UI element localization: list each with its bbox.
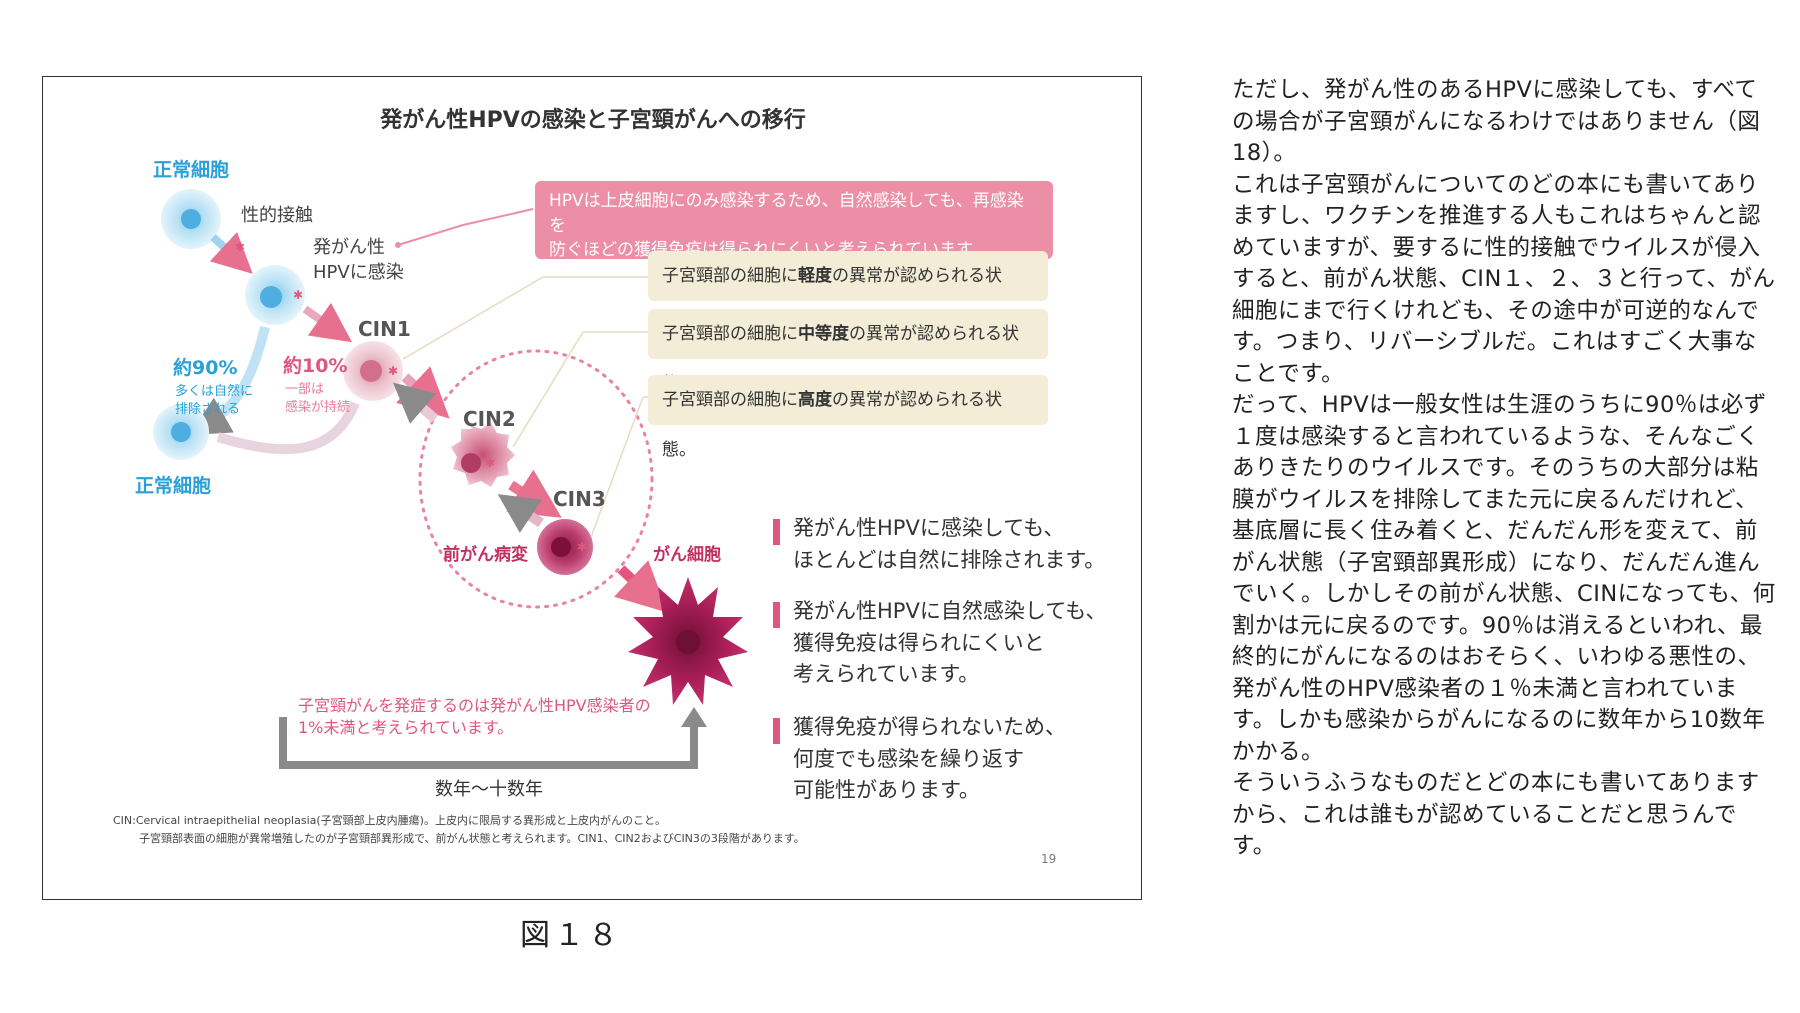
label-pct90-note-2: 排除される [175,402,241,417]
beige-box-cin2-bold: 中等度 [798,324,849,344]
beige-box-cin1-text-1: 子宮頸部の細胞に [662,266,798,286]
label-cancer-cell: がん細胞 [653,545,721,565]
label-pct10: 約10% [283,355,348,377]
beige-box-cin1-bold: 軽度 [798,266,832,286]
page-number: 19 [1041,852,1057,866]
label-pct10-note-1: 一部は [285,382,325,397]
beige-box-cin2-text-1: 子宮頸部の細胞に [662,324,798,344]
article-text: ただし、発がん性のあるHPVに感染しても、すべての場合が子宮頸がんになるわけでは… [1232,75,1777,863]
arrow-sexual-contact [209,232,253,274]
beige-box-cin3: 子宮頸部の細胞に高度の異常が認められる状態。 [648,375,1048,460]
pink-info-line-1: HPVは上皮細胞にのみ感染するため、自然感染しても、再感染を [549,191,1024,236]
label-infected-2: HPVに感染 [313,262,404,283]
bullet-2: 発がん性HPVに自然感染しても、 獲得免疫は得られにくいと 考えられています。 [773,596,1107,691]
label-sexual-contact: 性的接触 [241,205,313,226]
beige-box-cin1: 子宮頸部の細胞に軽度の異常が認められる状態。 [648,251,1048,336]
beige-box-cin2: 子宮頸部の細胞に中等度の異常が認められる状態。 [648,309,1048,394]
bullet-2-line-3: 考えられています。 [793,662,980,686]
pink-info-box: HPVは上皮細胞にのみ感染するため、自然感染しても、再感染を 防ぐほどの獲得免疫… [535,181,1053,260]
label-pct10-note-2: 感染が持続 [285,400,351,415]
label-cin2: CIN2 [463,407,516,431]
svg-text:✱: ✱ [485,456,495,470]
precancer-oval [418,349,654,609]
figure-caption: 図１８ [520,918,622,953]
diagram-graphics: ✱ ✱ ✱ ✱ [153,189,748,769]
return-arrow-infected [189,325,270,435]
label-cin1: CIN1 [358,317,411,341]
bullet-3-line-2: 何度でも感染を繰り返す [793,746,1024,771]
connector-pink-box [397,208,534,246]
svg-text:✱: ✱ [293,288,303,302]
label-pct90: 約90% [173,357,238,379]
bullet-3-line-1: 獲得免疫が得られないため、 [793,715,1066,739]
svg-text:✱: ✱ [235,240,245,254]
bullet-1-line-1: 発がん性HPVに感染しても、 [793,516,1065,540]
bullet-1-line-2: ほとんどは自然に排除されます。 [793,547,1106,572]
beige-box-cin3-text-2: の異常が認められる状態。 [662,390,1002,460]
label-normal-cell-bottom: 正常細胞 [135,475,212,497]
cin2-cell [451,423,515,487]
return-arrow-cin1 [216,401,360,455]
article-paragraph-1: ただし、発がん性のあるHPVに感染しても、すべての場合が子宮頸がんになるわけでは… [1232,77,1761,166]
timeline-bracket [279,717,698,769]
label-infected-1: 発がん性 [313,237,385,258]
article-paragraph-4: そういうふうなものだとどの本にも書いてありますから、これは誰もが認めていることだ… [1232,770,1760,859]
bullet-3: 獲得免疫が得られないため、 何度でも感染を繰り返す 可能性があります。 [773,712,1066,807]
article-paragraph-3: だって、HPVは一般女性は生涯のうちに90％は必ず１度は感染すると言われているよ… [1232,392,1776,765]
bottom-note-2: 1%未満と考えられています。 [298,718,514,737]
label-pct90-note-1: 多くは自然に [175,384,254,399]
label-cin3: CIN3 [553,487,606,511]
bullet-3-line-3: 可能性があります。 [793,778,980,802]
bullet-2-line-1: 発がん性HPVに自然感染しても、 [793,599,1107,623]
years-label: 数年〜十数年 [435,779,543,800]
footnote-1: CIN:Cervical intraepithelial neoplasia(子… [113,814,666,827]
figure-title: 発がん性HPVの感染と子宮頸がんへの移行 [380,108,806,133]
svg-text:✱: ✱ [388,364,398,378]
label-precancer: 前がん病変 [443,545,528,565]
label-normal-cell-top: 正常細胞 [153,159,230,181]
figure-frame: ✱ ✱ ✱ ✱ [42,76,1142,900]
beige-box-cin3-text-1: 子宮頸部の細胞に [662,390,798,410]
article-paragraph-2: これは子宮頸がんについてのどの本にも書いてありますし、ワクチンを推進する人もこれ… [1232,171,1776,387]
bullet-2-line-2: 獲得免疫は得られにくいと [793,630,1045,655]
svg-text:✱: ✱ [577,540,587,554]
beige-box-cin3-bold: 高度 [798,390,832,410]
bottom-note-1: 子宮頸がんを発症するのは発がん性HPV感染者の [298,696,651,715]
bullet-1: 発がん性HPVに感染しても、 ほとんどは自然に排除されます。 [773,513,1105,576]
footnote-2: 子宮頸部表面の細胞が異常増殖したのが子宮頸部異形成で、前がん状態と考えられます。… [139,832,805,845]
